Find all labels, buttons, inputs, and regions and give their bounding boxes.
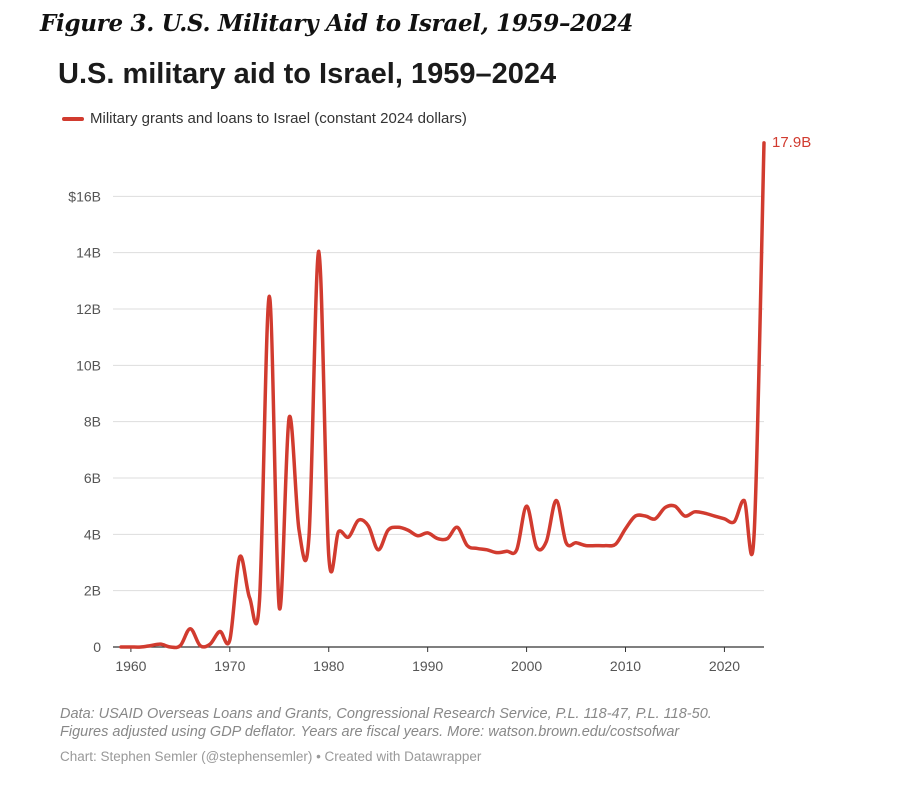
end-value-label: 17.9B xyxy=(772,134,811,151)
y-tick-label: $16B xyxy=(68,188,101,204)
x-tick-label: 1980 xyxy=(313,658,344,674)
legend-swatch xyxy=(62,116,84,121)
y-tick-label: 2B xyxy=(84,583,101,599)
line-chart: 0 2B 4B 6B 8B 10B 12B 14B $16B 1960 1970 1980 1990 20… xyxy=(68,134,811,674)
x-tick-label: 1960 xyxy=(115,658,146,674)
notes-line-2: Figures adjusted using GDP deflator. Yea… xyxy=(60,724,680,740)
legend-label: Military grants and loans to Israel (con… xyxy=(90,110,467,127)
data-notes: Data: USAID Overseas Loans and Grants, C… xyxy=(60,705,860,741)
x-tick-label: 1970 xyxy=(214,658,245,674)
y-tick-label: 8B xyxy=(84,414,101,430)
y-tick-label: 12B xyxy=(76,301,101,317)
y-tick-label: 10B xyxy=(76,357,101,373)
legend: Military grants and loans to Israel (con… xyxy=(62,110,467,127)
y-tick-label: 14B xyxy=(76,245,101,261)
chart-credit: Chart: Stephen Semler (@stephensemler) •… xyxy=(60,749,482,764)
x-tick-label: 1990 xyxy=(412,658,443,674)
notes-line-1: Data: USAID Overseas Loans and Grants, C… xyxy=(60,706,712,722)
figure-caption: Figure 3. U.S. Military Aid to Israel, 1… xyxy=(40,10,633,37)
y-tick-label: 0 xyxy=(93,639,101,655)
series-line xyxy=(119,141,766,650)
y-tick-label: 4B xyxy=(84,526,101,542)
x-tick-label: 2020 xyxy=(709,658,740,674)
y-tick-label: 6B xyxy=(84,470,101,486)
x-tick-label: 2000 xyxy=(511,658,542,674)
chart-title: U.S. military aid to Israel, 1959–2024 xyxy=(58,58,557,90)
x-tick-label: 2010 xyxy=(610,658,641,674)
